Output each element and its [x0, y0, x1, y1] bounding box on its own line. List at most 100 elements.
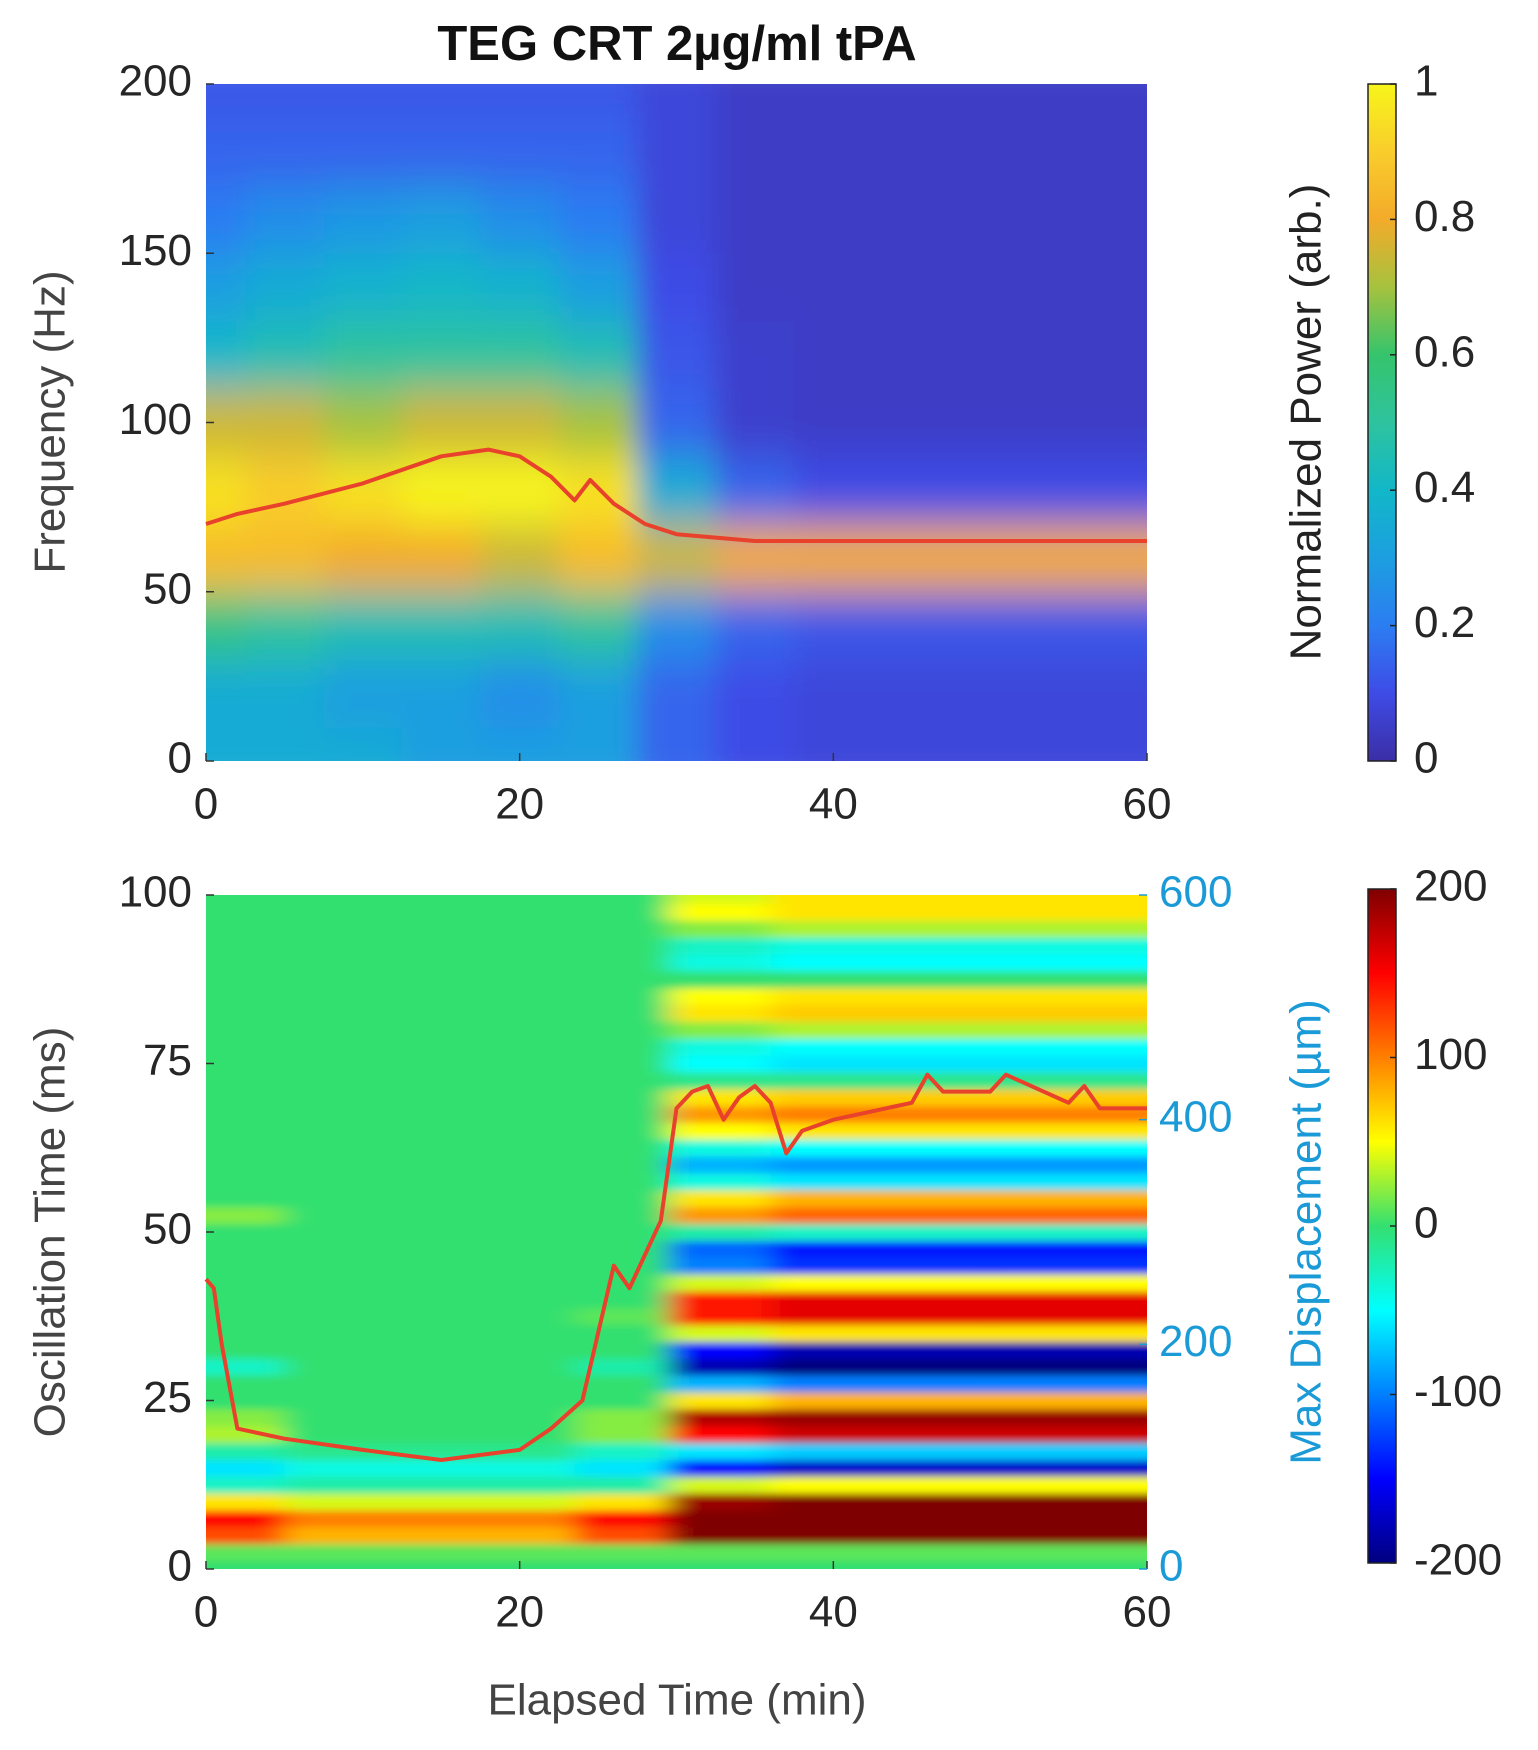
heatmap-cell — [574, 903, 670, 921]
heatmap-cell — [441, 1341, 576, 1359]
heatmap-cell — [872, 253, 952, 322]
heatmap-cell — [284, 1122, 442, 1140]
heatmap-cell — [574, 1156, 670, 1174]
heatmap-cell — [950, 591, 1030, 660]
heatmap-cell — [872, 185, 952, 254]
heatmap-cell — [770, 903, 991, 921]
heatmap-cell — [770, 1392, 991, 1410]
heatmap-cell — [770, 953, 991, 972]
heatmap-cell — [574, 1358, 670, 1376]
y-tick-label: 0 — [168, 734, 192, 783]
heatmap-cell — [441, 953, 576, 972]
heatmap-cell — [284, 1290, 442, 1309]
heatmap-cell — [441, 1105, 576, 1123]
heatmap-cell — [480, 185, 560, 254]
heatmap-cell — [323, 117, 403, 187]
heatmap-cell — [284, 1493, 442, 1511]
heatmap-cell — [794, 456, 874, 525]
heatmap-cell — [990, 903, 1147, 921]
heatmap-cell — [990, 1122, 1147, 1140]
heatmap-cell — [1107, 253, 1147, 322]
heatmap-cell — [441, 1392, 576, 1410]
heatmap-cell — [206, 659, 246, 728]
heatmap-cell — [990, 937, 1147, 955]
heatmap-cell — [480, 388, 560, 457]
heatmap-cell — [574, 1071, 670, 1090]
heatmap-cell — [668, 1493, 772, 1511]
heatmap-cell — [441, 903, 576, 921]
heatmap-cell — [206, 1240, 285, 1258]
heatmap-cell — [1029, 659, 1109, 728]
heatmap-cell — [668, 1004, 772, 1022]
heatmap-cell — [990, 1375, 1147, 1393]
heatmap-cell — [574, 1526, 670, 1545]
colorbar-tick-label: 0.6 — [1414, 327, 1475, 376]
heatmap-cell — [284, 1173, 442, 1191]
heatmap-cell — [480, 659, 560, 728]
heatmap-cell — [441, 1038, 576, 1056]
heatmap-cell — [668, 1189, 772, 1208]
heatmap-cell — [206, 1021, 285, 1039]
heatmap-cell — [574, 1425, 670, 1444]
heatmap-cell — [715, 84, 795, 119]
heatmap-cell — [284, 1038, 442, 1056]
heatmap-cell — [245, 388, 325, 457]
heatmap-cell — [950, 84, 1030, 119]
heatmap-cell — [990, 1425, 1147, 1444]
heatmap-cell — [480, 456, 560, 525]
y-tick-label: 0 — [168, 1542, 192, 1591]
heatmap-cell — [668, 1425, 772, 1444]
y2-tick-label: 400 — [1159, 1092, 1232, 1141]
heatmap-cell — [770, 1493, 991, 1511]
heatmap-cell — [990, 1257, 1147, 1275]
heatmap-cell — [402, 659, 481, 728]
heatmap-cell — [770, 1425, 991, 1444]
heatmap-cell — [441, 1173, 576, 1191]
heatmap-cell — [794, 253, 874, 322]
heatmap-cell — [206, 320, 246, 390]
heatmap-cell — [668, 1341, 772, 1359]
heatmap-cell — [668, 1257, 772, 1275]
heatmap-cell — [990, 1055, 1147, 1073]
heatmap-cell — [245, 524, 325, 593]
heatmap-cell — [441, 895, 576, 904]
heatmap-cell — [206, 1290, 285, 1309]
heatmap-cell — [1107, 388, 1147, 457]
heatmap-cell — [770, 920, 991, 938]
heatmap-cell — [284, 1307, 442, 1326]
heatmap-cell — [715, 591, 795, 660]
x-tick-label: 40 — [809, 780, 858, 829]
heatmap-cell — [770, 970, 991, 989]
heatmap-cell — [284, 987, 442, 1006]
heatmap-cell — [1029, 117, 1109, 187]
heatmap-cell — [323, 84, 403, 119]
heatmap-cell — [574, 1290, 670, 1309]
heatmap-cell — [574, 1442, 670, 1460]
heatmap-cell — [637, 727, 717, 761]
heatmap-cell — [206, 1408, 285, 1427]
heatmap-cell — [1107, 185, 1147, 254]
colorbar-tick-label: 0.4 — [1414, 463, 1475, 512]
heatmap-cell — [1107, 456, 1147, 525]
heatmap-cell — [480, 591, 560, 660]
heatmap-cell — [770, 1257, 991, 1275]
heatmap-cell — [441, 1240, 576, 1258]
heatmap-cell — [206, 1459, 285, 1477]
heatmap-cell — [990, 1274, 1147, 1292]
heatmap-cell — [284, 1088, 442, 1107]
heatmap-cell — [770, 1156, 991, 1174]
heatmap-cell — [574, 1004, 670, 1022]
heatmap-cell — [1029, 388, 1109, 457]
heatmap-cell — [990, 1476, 1147, 1494]
heatmap-cell — [668, 1510, 772, 1528]
heatmap-cell — [770, 1476, 991, 1494]
heatmap-cell — [441, 1476, 576, 1494]
heatmap-cell — [206, 1189, 285, 1208]
heatmap-cell — [770, 937, 991, 955]
heatmap-cell — [284, 1189, 442, 1208]
heatmap-cell — [1029, 456, 1109, 525]
heatmap-cell — [574, 1560, 670, 1569]
heatmap-cell — [990, 1493, 1147, 1511]
heatmap-cell — [637, 320, 717, 390]
heatmap-cell — [950, 320, 1030, 390]
